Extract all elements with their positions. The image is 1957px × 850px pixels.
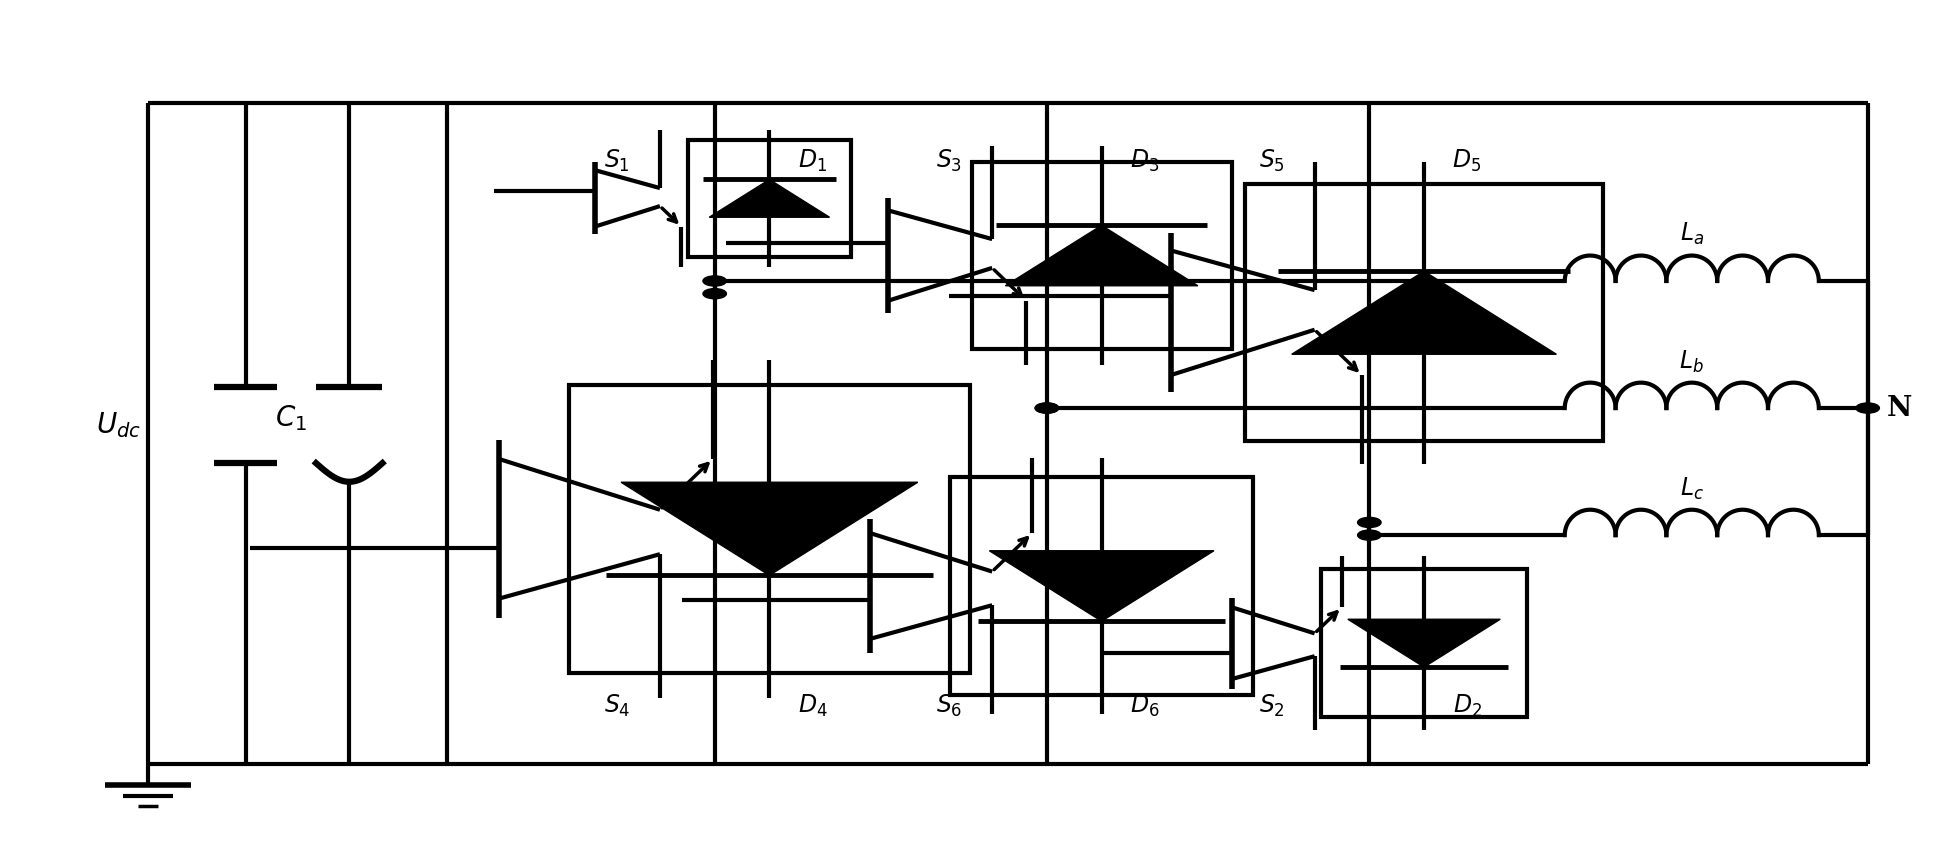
Text: N: N	[1887, 394, 1912, 422]
Text: $D_{2}$: $D_{2}$	[1452, 694, 1481, 719]
Text: $L_{b}$: $L_{b}$	[1679, 348, 1705, 375]
Polygon shape	[1292, 271, 1556, 354]
Text: $U_{dc}$: $U_{dc}$	[96, 410, 141, 440]
Circle shape	[1035, 403, 1059, 413]
Text: $L_{c}$: $L_{c}$	[1679, 475, 1705, 501]
Polygon shape	[990, 551, 1213, 621]
Circle shape	[1358, 518, 1382, 528]
Polygon shape	[708, 179, 830, 218]
Text: $C_1$: $C_1$	[274, 403, 307, 434]
Circle shape	[703, 276, 726, 286]
Polygon shape	[620, 482, 918, 575]
Circle shape	[703, 289, 726, 298]
Text: $D_{1}$: $D_{1}$	[798, 148, 828, 173]
Text: $S_{1}$: $S_{1}$	[605, 148, 630, 173]
Circle shape	[1358, 530, 1382, 541]
Circle shape	[1855, 403, 1879, 413]
Polygon shape	[1348, 620, 1501, 667]
Text: $L_{a}$: $L_{a}$	[1679, 221, 1705, 247]
Text: $S_{4}$: $S_{4}$	[603, 694, 630, 719]
Text: $D_{5}$: $D_{5}$	[1452, 148, 1481, 173]
Circle shape	[1035, 403, 1059, 413]
Text: $S_{2}$: $S_{2}$	[1258, 694, 1284, 719]
Text: $S_{3}$: $S_{3}$	[935, 148, 963, 173]
Text: $S_{6}$: $S_{6}$	[935, 694, 963, 719]
Text: $D_{4}$: $D_{4}$	[798, 694, 828, 719]
Text: $D_{6}$: $D_{6}$	[1129, 694, 1159, 719]
Text: $S_{5}$: $S_{5}$	[1258, 148, 1284, 173]
Text: $D_{3}$: $D_{3}$	[1129, 148, 1159, 173]
Polygon shape	[1006, 225, 1198, 286]
